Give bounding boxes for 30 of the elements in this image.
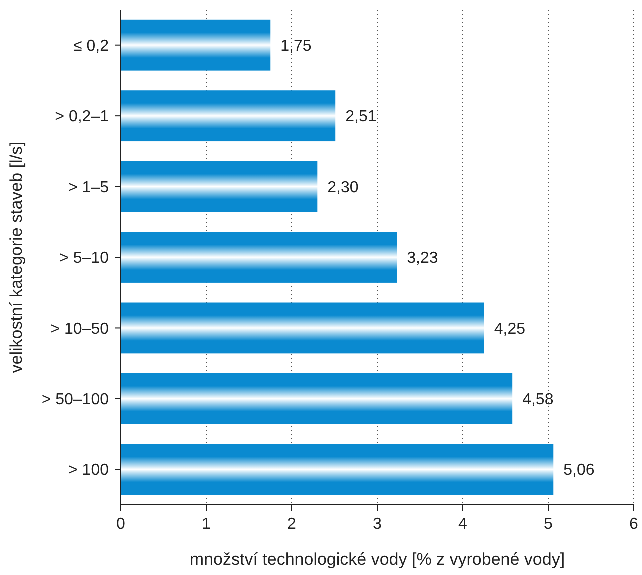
data-label: 4,58 — [522, 392, 554, 409]
y-tick-label: ≤ 0,2 — [74, 38, 110, 55]
y-tick-label: > 100 — [68, 462, 110, 480]
bar — [121, 302, 484, 354]
x-tick-label: 6 — [630, 516, 639, 533]
data-label: 2,30 — [328, 179, 359, 196]
y-tick-label: > 10–50 — [50, 320, 110, 338]
bar — [121, 161, 318, 212]
x-tick-label: 1 — [202, 516, 212, 533]
bar — [121, 90, 336, 142]
x-tick-label: 5 — [544, 516, 554, 533]
x-tick-label: 2 — [288, 516, 297, 533]
y-tick-label: > 1–5 — [68, 179, 110, 196]
bar — [121, 20, 271, 71]
data-label: 2,51 — [346, 108, 377, 126]
data-label: 3,23 — [407, 250, 438, 268]
bar — [121, 444, 554, 496]
data-label: 1,75 — [280, 38, 312, 55]
x-tick-label: 0 — [116, 516, 126, 533]
data-label: 4,25 — [494, 320, 526, 338]
y-tick-label: > 0,2–1 — [55, 108, 110, 126]
y-axis-title: velikostní kategorie staveb [l/s] — [7, 142, 26, 374]
data-label: 5,06 — [564, 462, 595, 480]
y-tick-label: > 5–10 — [60, 250, 110, 268]
x-tick-label: 4 — [458, 516, 468, 533]
x-tick-label: 3 — [373, 516, 382, 533]
bar — [121, 373, 513, 424]
x-axis-title: množství technologické vody [% z vyrobené vody] — [190, 550, 566, 569]
bar — [121, 232, 398, 283]
y-tick-label: > 50–100 — [42, 392, 110, 409]
